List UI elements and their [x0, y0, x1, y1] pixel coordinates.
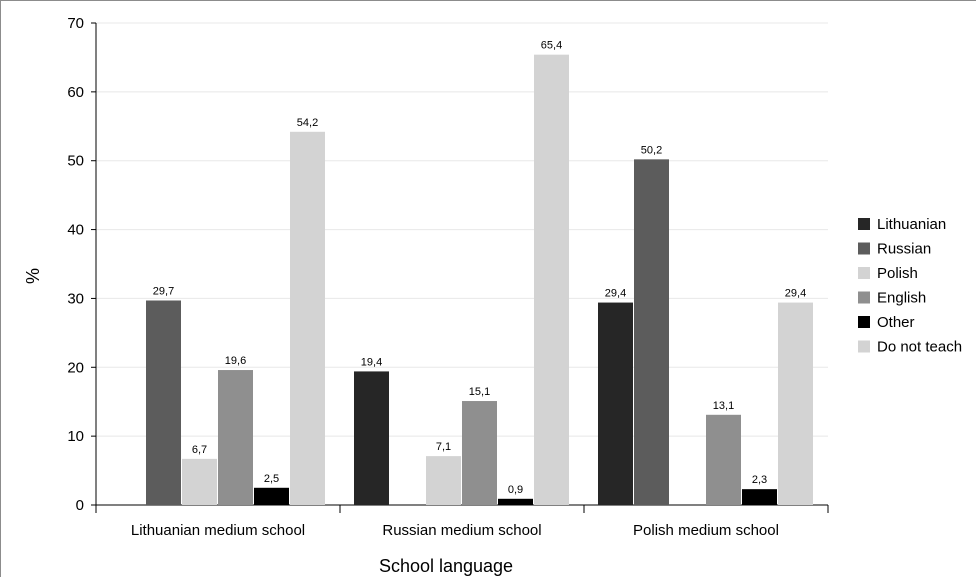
- x-axis-title: School language: [379, 556, 513, 576]
- data-labels: 29,7 6,7 19,6 2,5 54,2 19,4 7,1 15,1 0,9 65,4 29,4…: [153, 40, 806, 496]
- legend-label: Lithuanian: [877, 216, 946, 233]
- y-tick-label: 0: [76, 497, 84, 514]
- bar: [462, 401, 497, 505]
- data-label: 65,4: [541, 40, 562, 52]
- y-tick-label: 60: [67, 84, 84, 101]
- bar: [354, 371, 389, 505]
- grid: [96, 22, 828, 437]
- bar: [426, 456, 461, 505]
- legend-swatch: [858, 291, 870, 304]
- bar: [742, 489, 777, 505]
- bars: [146, 54, 813, 505]
- bar: [146, 300, 181, 505]
- data-label: 2,3: [752, 474, 767, 486]
- legend-label: Do not teach: [877, 339, 962, 356]
- bar: [290, 131, 325, 505]
- data-label: 7,1: [436, 441, 451, 453]
- data-label: 19,4: [361, 356, 382, 368]
- y-tick-label: 50: [67, 153, 84, 170]
- legend-swatch: [858, 218, 870, 230]
- y-tick-label: 20: [67, 359, 84, 376]
- data-label: 19,6: [225, 355, 246, 367]
- legend-swatch: [858, 316, 870, 328]
- bar: [778, 302, 813, 505]
- legend-label: English: [877, 290, 926, 307]
- data-label: 29,4: [785, 288, 806, 300]
- legend-swatch: [858, 340, 870, 353]
- legend: Lithuanian Russian Polish English Other Do no…: [858, 216, 962, 356]
- category-label: Polish medium school: [633, 522, 779, 539]
- data-label: 15,1: [469, 386, 490, 398]
- bar: [182, 458, 217, 505]
- bar: [598, 302, 633, 505]
- bar: [706, 414, 741, 505]
- legend-swatch: [858, 242, 870, 255]
- legend-swatch: [858, 267, 870, 279]
- data-label: 29,7: [153, 285, 174, 297]
- legend-label: Polish: [877, 265, 918, 282]
- data-label: 29,4: [605, 288, 626, 300]
- data-label: 50,2: [641, 144, 662, 156]
- legend-label: Other: [877, 314, 915, 331]
- y-tick-label: 40: [67, 222, 84, 239]
- data-label: 54,2: [297, 117, 318, 129]
- category-label: Russian medium school: [382, 522, 541, 539]
- bar: [534, 54, 569, 505]
- data-label: 6,7: [192, 444, 207, 456]
- y-tick-label: 70: [67, 15, 84, 32]
- bar: [218, 370, 253, 505]
- data-label: 13,1: [713, 400, 734, 412]
- data-label: 0,9: [508, 484, 523, 496]
- bar: [634, 159, 669, 505]
- y-axis-title: %: [23, 268, 43, 284]
- data-label: 2,5: [264, 473, 279, 485]
- bar: [498, 498, 533, 505]
- bar: [254, 487, 289, 505]
- y-tick-label: 10: [67, 428, 84, 445]
- legend-label: Russian: [877, 241, 931, 258]
- category-label: Lithuanian medium school: [131, 522, 305, 539]
- y-tick-label: 30: [67, 290, 84, 307]
